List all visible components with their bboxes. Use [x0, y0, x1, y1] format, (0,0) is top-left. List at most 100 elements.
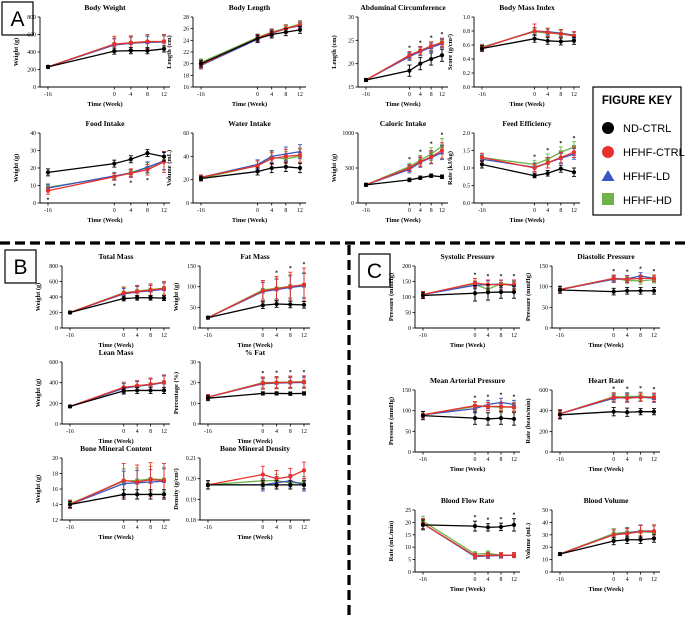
panel-b-label: B	[4, 249, 37, 284]
y-tick-label: 40	[183, 154, 189, 160]
y-tick-label: 600	[49, 360, 58, 366]
panel-a-label: A	[1, 1, 34, 36]
y-tick-label: 50	[190, 305, 196, 311]
data-point	[288, 482, 293, 487]
y-tick-label: 0.5	[463, 184, 470, 190]
series-line	[69, 389, 164, 408]
data-point	[545, 171, 550, 176]
significance-star: *	[533, 154, 536, 160]
y-tick-label: 30	[30, 149, 36, 155]
x-tick-label: 8	[149, 333, 152, 339]
data-point	[625, 410, 630, 415]
significance-star: *	[408, 46, 411, 52]
series-nd-ctrl	[67, 386, 167, 409]
x-tick-label: 4	[626, 577, 629, 583]
y-tick-label: 0	[193, 326, 196, 332]
y-axis-label: Density (g/cm²)	[173, 468, 180, 510]
x-tick-label: 0	[261, 429, 264, 435]
data-point	[511, 289, 517, 295]
x-tick-label: 4	[487, 457, 490, 463]
series-nd-ctrl	[479, 34, 577, 52]
data-point	[363, 77, 369, 83]
data-point	[472, 403, 478, 408]
data-point	[638, 529, 643, 534]
data-point	[161, 388, 167, 393]
x-tick-label: 12	[161, 92, 167, 98]
x-tick-label: 8	[284, 208, 287, 214]
y-tick-label: 600	[27, 33, 36, 39]
x-tick-label: 12	[571, 208, 577, 214]
data-point	[112, 174, 117, 179]
data-point	[274, 301, 279, 307]
data-point	[274, 476, 279, 481]
data-point	[112, 42, 117, 47]
y-tick-label: 400	[49, 295, 58, 301]
x-tick-label: 12	[651, 333, 657, 339]
x-tick-label: 12	[511, 333, 517, 339]
y-axis-label: Pressure (mmHg)	[525, 273, 532, 321]
data-point	[363, 182, 369, 187]
significance-star: *	[559, 141, 562, 147]
x-tick-label: -16	[66, 525, 74, 531]
x-tick-label: -16	[66, 333, 74, 339]
chart-title: Total Mass	[99, 252, 134, 261]
y-tick-label: 2.0	[463, 131, 470, 137]
y-tick-label: 40	[30, 131, 36, 137]
data-point	[439, 174, 445, 179]
significance-star: *	[487, 274, 490, 280]
chart-body-length: Body Length 16 18 20 22 24 26 28 -16 0 4 8 12 Time (W…	[166, 3, 306, 108]
significance-star: *	[430, 36, 433, 42]
series-nd-ctrl	[45, 45, 167, 69]
x-tick-label: 0	[122, 525, 125, 531]
x-tick-label: 4	[275, 429, 278, 435]
x-tick-label: -16	[419, 457, 427, 463]
x-axis-label: Time (Week)	[237, 534, 272, 541]
data-point	[145, 48, 150, 53]
x-tick-label: 4	[419, 208, 422, 214]
legend-marker-hfhf-ld	[601, 170, 615, 181]
figure-key: FIGURE KEY ND-CTRL HFHF-CTRL HFHF-LD HFH…	[592, 86, 685, 216]
y-axis-label: Volume (mL)	[166, 150, 173, 186]
y-tick-label: 800	[49, 264, 58, 270]
significance-star: *	[261, 371, 264, 377]
data-point	[121, 492, 126, 497]
y-axis-label: Weight (g)	[35, 283, 42, 312]
panel-a-letter: A	[10, 8, 24, 31]
x-tick-label: 4	[546, 92, 549, 98]
data-point	[205, 315, 211, 320]
y-tick-label: 20	[348, 62, 354, 68]
y-tick-label: 200	[539, 429, 548, 435]
data-point	[135, 388, 140, 393]
x-tick-label: -16	[44, 208, 52, 214]
data-point	[148, 287, 153, 293]
y-tick-label: 16	[183, 85, 189, 91]
chart-caloric-intake: Caloric Intake 0 500 1000 -16 0 4 8 12 Time (Week…	[331, 119, 448, 224]
series-nd-ctrl	[205, 300, 307, 320]
data-point	[638, 288, 643, 293]
data-point	[269, 156, 274, 161]
y-tick-label: 0.0	[463, 85, 470, 91]
chart-title: Diastolic Pressure	[577, 252, 635, 261]
y-axis-label: Rate (kJ/kg)	[447, 151, 454, 185]
data-point	[571, 38, 577, 43]
series-nd-ctrl	[420, 518, 517, 532]
significance-star: *	[474, 515, 477, 521]
data-point	[485, 416, 491, 422]
data-point	[161, 39, 167, 44]
y-tick-label: 150	[402, 280, 411, 286]
chart-heart-rate: Heart Rate 0 200 400 600 -16 0 4 8 12 Time (Week) R…	[525, 376, 660, 473]
y-tick-label: 10	[30, 184, 36, 190]
data-point	[283, 164, 288, 169]
x-axis-label: Time (Week)	[98, 534, 133, 541]
x-tick-label: 0	[408, 92, 411, 98]
y-tick-label: 22	[183, 50, 189, 56]
y-tick-label: 26	[183, 27, 189, 33]
chart-title: Mean Arterial Pressure	[430, 376, 506, 385]
data-point	[45, 170, 51, 175]
y-tick-label: 25	[348, 38, 354, 44]
data-point	[161, 296, 167, 301]
data-point	[532, 36, 537, 41]
data-point	[651, 288, 657, 293]
significance-star: *	[513, 274, 516, 280]
x-tick-label: 4	[275, 525, 278, 531]
